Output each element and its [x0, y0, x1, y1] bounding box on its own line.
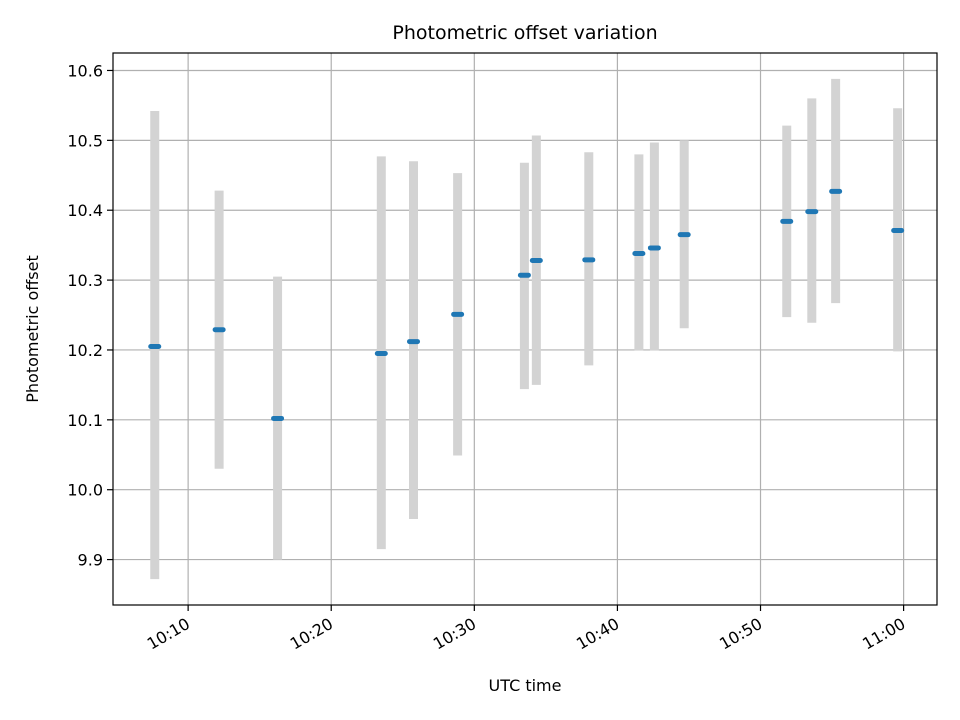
y-axis-ticks: 9.9 10.0 10.1 10.2 10.3 10.4 10.5 10.6: [67, 61, 113, 570]
data-points: [148, 188, 905, 421]
y-tick-label: 10.6: [67, 61, 103, 80]
y-tick-label: 10.5: [67, 131, 103, 150]
y-tick-label: 10.1: [67, 411, 103, 430]
y-tick-label: 10.2: [67, 341, 103, 360]
x-axis-label: UTC time: [489, 676, 562, 695]
y-tick-label: 9.9: [78, 551, 103, 570]
plot-frame: [112, 52, 938, 606]
y-tick-label: 10.3: [67, 271, 103, 290]
y-tick-label: 10.4: [67, 201, 103, 220]
y-axis-label: Photometric offset: [23, 255, 42, 403]
y-tick-label: 10.0: [67, 481, 103, 500]
chart-title: Photometric offset variation: [392, 22, 657, 44]
